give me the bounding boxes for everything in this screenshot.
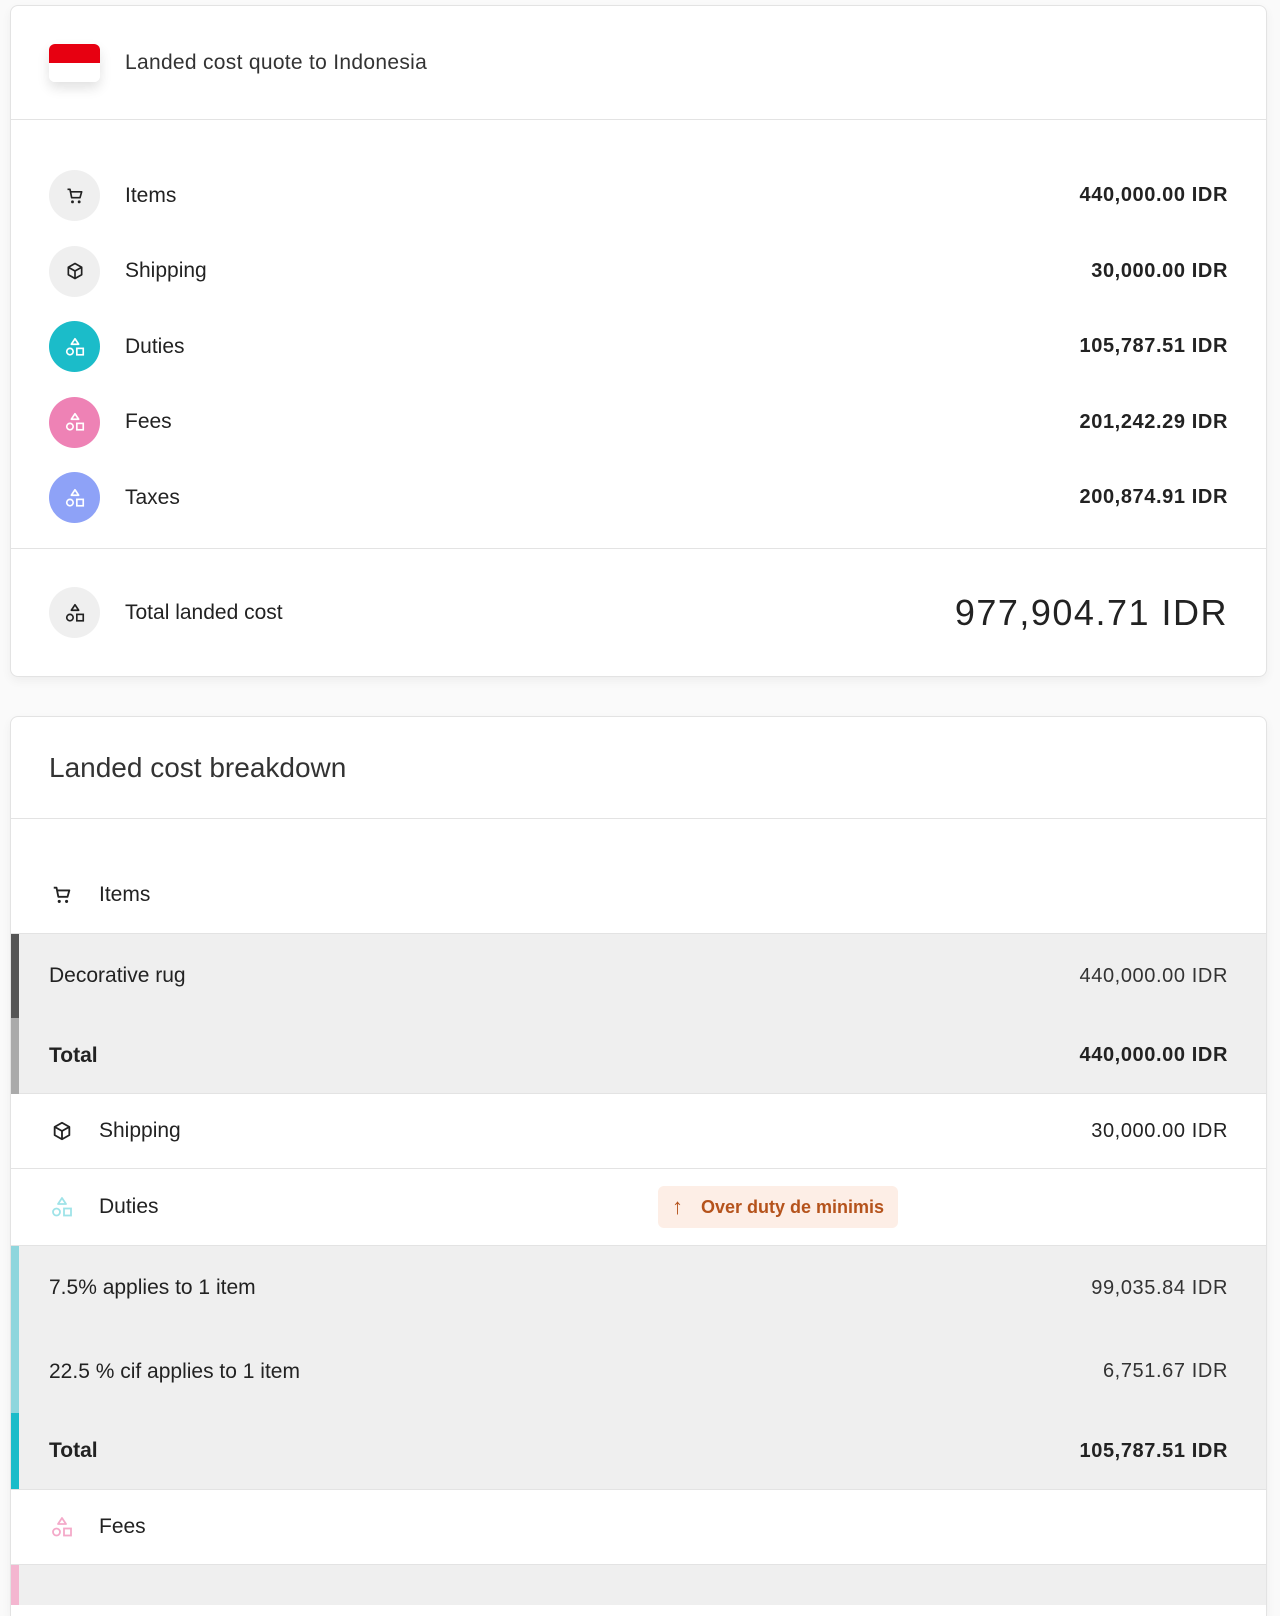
section-label: Items xyxy=(99,883,151,906)
total-landed-cost-row: Total landed cost 977,904.71 IDR xyxy=(11,549,1266,676)
summary-amount: 30,000.00 IDR xyxy=(1091,259,1228,282)
shapes-icon xyxy=(49,472,100,524)
summary-label: Duties xyxy=(125,334,185,358)
cart-icon xyxy=(49,170,100,222)
line-item: 22.5 % cif applies to 1 item 6,751.67 IDR xyxy=(11,1330,1266,1413)
fees-lines xyxy=(11,1565,1266,1605)
section-amount: 30,000.00 IDR xyxy=(1091,1119,1228,1142)
line-amount: 6,751.67 IDR xyxy=(1102,1360,1228,1382)
breakdown-section-items: Items xyxy=(11,819,1266,934)
total-amount: 440,000.00 IDR xyxy=(1079,1044,1228,1066)
summary-row-items: Items 440,000.00 IDR xyxy=(11,158,1266,234)
line-bar xyxy=(11,1246,19,1413)
arrow-up-icon: ↑ xyxy=(672,1194,683,1219)
summary-amount: 201,242.29 IDR xyxy=(1079,410,1228,433)
line-bar xyxy=(11,1565,19,1605)
line-amount: 99,035.84 IDR xyxy=(1091,1276,1228,1299)
shapes-icon xyxy=(49,396,100,448)
duties-total: Total 105,787.51 IDR xyxy=(11,1413,1266,1489)
duties-lines: 7.5% applies to 1 item 99,035.84 IDR 22.5… xyxy=(11,1246,1266,1489)
summary-row-taxes: Taxes 200,874.91 IDR xyxy=(11,460,1266,536)
total-bar xyxy=(11,1018,19,1094)
cart-icon xyxy=(49,884,74,906)
total-bar xyxy=(11,1413,19,1489)
summary-row-duties: Duties 105,787.51 IDR xyxy=(11,309,1266,385)
box-icon xyxy=(49,245,100,297)
quote-title: Landed cost quote to Indonesia xyxy=(125,50,428,74)
line-label: 22.5 % cif applies to 1 item xyxy=(49,1359,300,1383)
breakdown-section-fees: Fees xyxy=(11,1489,1266,1565)
line-amount: 440,000.00 IDR xyxy=(1079,964,1228,987)
summary-list: Items 440,000.00 IDR Shipping 30,000.00 … xyxy=(11,120,1266,549)
summary-row-fees: Fees 201,242.29 IDR xyxy=(11,385,1266,461)
total-label: Total xyxy=(49,1043,98,1067)
shapes-icon xyxy=(49,321,100,373)
line-label: 7.5% applies to 1 item xyxy=(49,1276,256,1299)
total-label: Total landed cost xyxy=(125,600,283,624)
summary-label: Items xyxy=(125,183,177,207)
summary-amount: 105,787.51 IDR xyxy=(1079,335,1228,358)
summary-amount: 200,874.91 IDR xyxy=(1079,486,1228,509)
breakdown-section-duties: Duties ↑ Over duty de minimis xyxy=(11,1169,1266,1246)
shapes-icon xyxy=(49,587,100,638)
line-item: Decorative rug 440,000.00 IDR xyxy=(11,934,1266,1018)
breakdown-title: Landed cost breakdown xyxy=(11,717,1266,819)
quote-header: Landed cost quote to Indonesia xyxy=(11,6,1266,120)
summary-label: Shipping xyxy=(125,259,207,283)
summary-amount: 440,000.00 IDR xyxy=(1079,184,1228,207)
item-bar xyxy=(11,934,19,1018)
landed-cost-breakdown-card: Landed cost breakdown Items Decorative r… xyxy=(10,716,1267,1616)
line-item: 7.5% applies to 1 item 99,035.84 IDR xyxy=(11,1246,1266,1330)
section-label: Fees xyxy=(99,1515,146,1538)
landed-cost-quote-card: Landed cost quote to Indonesia Items 440… xyxy=(10,5,1267,677)
over-de-minimis-badge: ↑ Over duty de minimis xyxy=(658,1186,899,1228)
section-label: Duties xyxy=(99,1195,159,1218)
shapes-icon xyxy=(49,1195,74,1219)
total-amount: 105,787.51 IDR xyxy=(1079,1439,1228,1462)
indonesia-flag-icon xyxy=(49,43,100,82)
total-label: Total xyxy=(49,1439,98,1462)
badge-label: Over duty de minimis xyxy=(701,1196,885,1217)
items-total: Total 440,000.00 IDR xyxy=(11,1018,1266,1093)
section-label: Shipping xyxy=(99,1119,181,1142)
summary-label: Fees xyxy=(125,410,172,434)
summary-row-shipping: Shipping 30,000.00 IDR xyxy=(11,234,1266,310)
total-amount: 977,904.71 IDR xyxy=(954,591,1228,633)
items-lines: Decorative rug 440,000.00 IDR Total 440,00… xyxy=(11,934,1266,1094)
line-label: Decorative rug xyxy=(49,964,186,987)
box-icon xyxy=(49,1120,74,1142)
breakdown-section-shipping: Shipping 30,000.00 IDR xyxy=(11,1093,1266,1169)
shapes-icon xyxy=(49,1515,74,1539)
summary-label: Taxes xyxy=(125,485,180,509)
